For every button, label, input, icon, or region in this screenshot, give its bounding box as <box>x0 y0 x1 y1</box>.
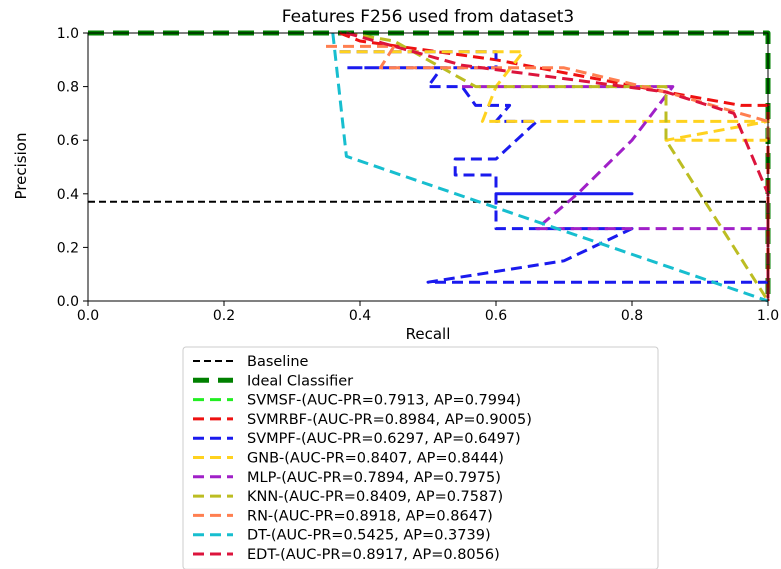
y-tick-label: 0.4 <box>57 187 79 203</box>
x-tick-label: 0.8 <box>621 308 643 324</box>
series-line-7 <box>346 31 770 302</box>
y-tick-label: 0.8 <box>57 80 79 96</box>
series-line-9 <box>331 32 769 303</box>
legend-label: GNB-(AUC-PR=0.8407, AP=0.8444) <box>247 451 504 467</box>
series-line-5 <box>339 50 770 142</box>
series-line-3 <box>339 31 770 301</box>
legend-label: SVMSF-(AUC-PR=0.7913, AP=0.7994) <box>247 393 521 409</box>
axes-frame <box>87 32 769 302</box>
y-axis-title: Precision <box>12 133 30 200</box>
series-line-4 <box>339 50 768 284</box>
series-line-1 <box>88 30 771 301</box>
x-tick-label: 0.2 <box>213 308 235 324</box>
legend: Baseline Ideal Classifier SVMSF-(AUC-PR=0.… <box>182 346 659 569</box>
legend-box <box>182 346 659 569</box>
legend-label: SVMPF-(AUC-PR=0.6297, AP=0.6497) <box>247 431 521 447</box>
legend-label: EDT-(AUC-PR=0.8917, AP=0.8056) <box>247 547 500 563</box>
y-tick-label: 0.0 <box>57 294 79 310</box>
y-tick-label: 0.2 <box>57 240 79 256</box>
axes: 0.0 0.2 0.4 0.6 0.8 1.0 0.0 0.2 0.4 0.6 0.8 1.0 <box>57 26 779 324</box>
legend-label: DT-(AUC-PR=0.5425, AP=0.3739) <box>247 528 491 544</box>
legend-label: MLP-(AUC-PR=0.7894, AP=0.7975) <box>247 470 501 486</box>
chart-title: Features F256 used from dataset3 <box>282 7 574 27</box>
x-tick-label: 1.0 <box>757 308 779 324</box>
legend-label: RN-(AUC-PR=0.8918, AP=0.8647) <box>247 508 493 524</box>
legend-label: Ideal Classifier <box>247 373 353 389</box>
x-axis-title: Recall <box>406 325 451 343</box>
plot-area <box>88 30 771 303</box>
y-tick-label: 0.6 <box>57 133 79 149</box>
legend-label: Baseline <box>247 354 309 370</box>
x-tick-label: 0.6 <box>485 308 507 324</box>
x-tick-label: 0.4 <box>349 308 371 324</box>
series-line-8 <box>326 44 770 141</box>
y-tick-label: 1.0 <box>57 26 79 42</box>
series-line-10 <box>345 31 770 301</box>
series-line-6 <box>462 85 768 231</box>
x-tick-label: 0.0 <box>77 308 99 324</box>
legend-label: KNN-(AUC-PR=0.8409, AP=0.7587) <box>247 489 503 505</box>
legend-label: SVMRBF-(AUC-PR=0.8984, AP=0.9005) <box>247 412 532 428</box>
